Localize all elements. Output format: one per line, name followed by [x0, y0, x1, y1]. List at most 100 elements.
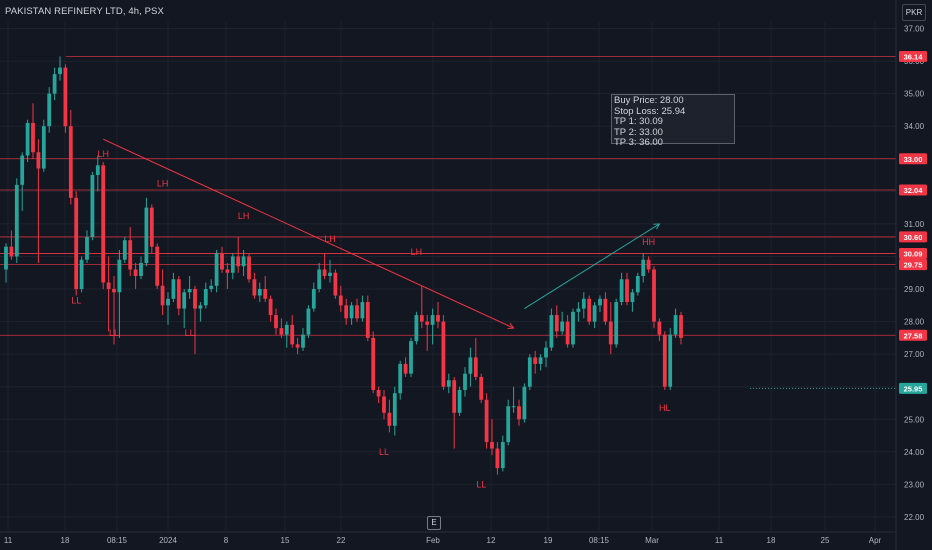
tp3-text: TP 3: 36.00 — [614, 137, 663, 148]
candle-body — [279, 328, 284, 335]
time-tick-label: Mar — [645, 536, 659, 545]
candle — [268, 295, 273, 322]
swing-label-lh: LH — [97, 149, 109, 159]
chart-grid — [0, 22, 896, 530]
swing-label-lh: LH — [157, 178, 169, 188]
candle — [301, 328, 305, 351]
candle-body — [419, 315, 424, 322]
candle-body — [576, 308, 581, 312]
trade-info-box[interactable]: Buy Price: 28.00 Stop Loss: 25.94 TP 1: … — [611, 94, 735, 148]
candle — [527, 354, 532, 390]
candle — [36, 139, 41, 263]
candle-body — [128, 240, 133, 270]
price-level-tag — [899, 329, 927, 341]
candle — [112, 276, 116, 345]
candle-body — [527, 357, 532, 387]
candle — [79, 256, 84, 293]
time-tick-label: 8 — [224, 536, 229, 545]
candle-body — [68, 126, 73, 198]
candle — [58, 56, 62, 81]
candle — [230, 253, 235, 280]
candle-body — [409, 341, 413, 374]
candle — [166, 292, 170, 325]
candle-body — [176, 279, 181, 309]
candle — [133, 262, 138, 290]
candle — [306, 305, 311, 338]
candle-body — [4, 246, 8, 270]
earnings-event-badge[interactable]: E — [427, 516, 441, 530]
candle-body — [333, 272, 338, 296]
candle-body — [635, 276, 640, 293]
candle-body — [495, 448, 500, 469]
candle — [549, 308, 554, 351]
candle — [101, 162, 106, 290]
time-tick-label: 19 — [544, 536, 553, 545]
candle-body — [619, 279, 624, 303]
candle-body — [31, 122, 35, 153]
candle — [117, 249, 122, 338]
candle-body — [317, 269, 322, 290]
candle-body — [301, 334, 305, 348]
candle — [209, 279, 214, 293]
candle — [295, 337, 300, 355]
trendlines[interactable] — [102, 138, 661, 330]
candle-body — [290, 324, 295, 345]
candle — [31, 103, 35, 159]
candle — [538, 354, 543, 371]
candle — [463, 367, 467, 397]
candle-body — [198, 305, 203, 309]
candle-body — [668, 334, 673, 387]
time-tick-label: 22 — [337, 536, 346, 545]
candle — [85, 230, 89, 263]
candle-body — [630, 292, 635, 303]
time-tick-label: 15 — [281, 536, 290, 545]
candle-body — [41, 126, 46, 169]
candle — [479, 373, 484, 403]
candle — [187, 276, 192, 299]
candle — [533, 350, 538, 374]
candle — [328, 259, 332, 283]
candle-body — [187, 289, 192, 293]
candle — [338, 285, 343, 312]
candle — [52, 67, 57, 101]
candle-body — [236, 256, 241, 267]
candle — [490, 419, 494, 456]
candle-body — [144, 207, 149, 263]
candle-body — [652, 269, 656, 322]
swing-label-hl: HL — [659, 403, 671, 413]
candle — [203, 282, 208, 309]
price-level-tag-label: 30.60 — [904, 233, 923, 242]
candle-body — [209, 285, 214, 290]
candle — [25, 119, 30, 163]
candle — [495, 442, 500, 475]
candle-body — [349, 305, 354, 319]
candle-body — [193, 289, 197, 309]
candle-body — [522, 386, 527, 420]
candle-body — [538, 357, 543, 364]
candle — [565, 315, 570, 348]
time-axis[interactable]: 11 18 08:15 2024 8 15 22 Feb 12 19 08:15 Mar 11 18 25 A… — [0, 531, 896, 545]
candle-body — [403, 363, 408, 374]
candle — [560, 311, 565, 335]
candle — [317, 262, 322, 293]
candle-body — [625, 279, 629, 303]
candle-body — [446, 380, 451, 387]
price-level-tag — [899, 231, 927, 243]
candle — [473, 337, 478, 381]
price-level-tag-label: 25.95 — [904, 384, 923, 393]
candle-body — [430, 315, 435, 325]
price-level-tag — [899, 51, 927, 63]
candle — [614, 298, 619, 348]
price-tick-label: 34.00 — [904, 122, 925, 131]
candle — [441, 315, 446, 390]
candle-body — [473, 357, 478, 377]
candle-body — [533, 357, 538, 364]
candle — [176, 276, 181, 316]
tp2-text: TP 2: 33.00 — [614, 126, 663, 138]
candle-body — [517, 406, 521, 420]
candle — [392, 386, 397, 436]
candle-body — [587, 298, 592, 322]
candle — [403, 357, 408, 377]
currency-button[interactable]: PKR — [902, 4, 926, 21]
